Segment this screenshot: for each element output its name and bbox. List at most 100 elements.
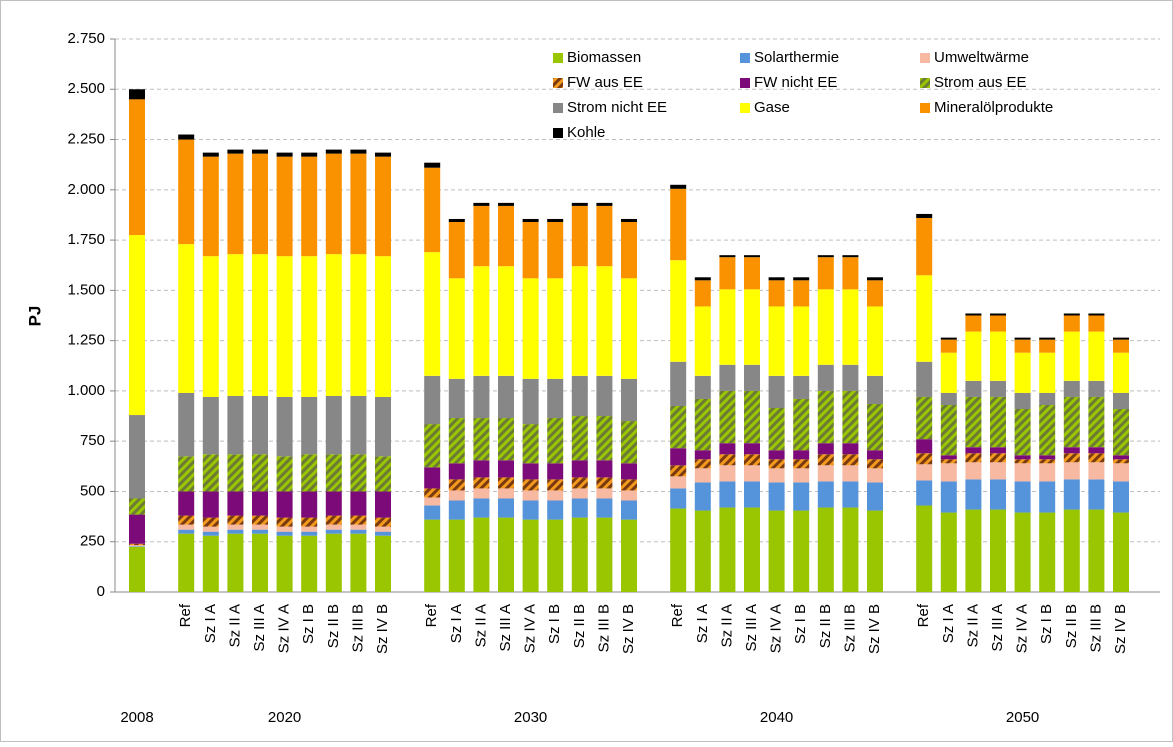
bar-segment bbox=[129, 546, 145, 547]
bar-segment bbox=[670, 476, 687, 489]
bar-segment bbox=[276, 526, 293, 532]
legend-label: Umweltwärme bbox=[934, 49, 1029, 66]
bar-segment bbox=[571, 416, 588, 461]
bar-segment bbox=[448, 490, 465, 501]
bar-segment bbox=[202, 535, 219, 592]
bar-segment bbox=[990, 509, 1006, 592]
bar-segment bbox=[571, 205, 588, 267]
bar-segment bbox=[694, 510, 711, 592]
bar-segment bbox=[547, 519, 564, 592]
bar-segment bbox=[842, 454, 859, 466]
bar-segment bbox=[940, 463, 957, 482]
legend-swatch bbox=[740, 103, 750, 113]
bar-segment bbox=[547, 418, 564, 464]
bar-segment bbox=[940, 339, 957, 353]
bar-segment bbox=[571, 202, 588, 206]
bar-segment bbox=[965, 462, 982, 480]
bar-segment bbox=[916, 361, 933, 397]
bar-segment bbox=[1063, 315, 1080, 332]
bar-segment bbox=[1113, 455, 1129, 460]
bar-segment bbox=[571, 498, 588, 518]
bar-segment bbox=[694, 468, 711, 483]
bar-segment bbox=[744, 507, 760, 592]
bar-segment bbox=[744, 289, 760, 365]
bar-segment bbox=[867, 450, 883, 460]
bar-segment bbox=[1039, 337, 1056, 340]
bar-segment bbox=[276, 456, 293, 492]
x-tick-label: Sz III A bbox=[743, 604, 760, 652]
bar-segment bbox=[793, 459, 810, 469]
bar-segment bbox=[1014, 337, 1031, 340]
bar-segment bbox=[301, 454, 318, 492]
bar-segment bbox=[498, 460, 514, 478]
bar-segment bbox=[301, 152, 318, 157]
x-tick-label: Sz III B bbox=[841, 604, 858, 652]
bar-segment bbox=[350, 395, 367, 455]
bar-segment bbox=[473, 205, 490, 267]
x-tick-label: Sz II A bbox=[964, 604, 981, 647]
bar-segment bbox=[965, 453, 982, 463]
legend-swatch bbox=[553, 53, 563, 63]
bar-segment bbox=[596, 517, 613, 592]
bar-segment bbox=[424, 467, 441, 489]
bar-segment bbox=[1039, 463, 1056, 482]
bar-segment bbox=[1113, 459, 1129, 464]
bar-segment bbox=[129, 543, 145, 546]
bar-segment bbox=[547, 463, 564, 480]
bar-segment bbox=[670, 188, 687, 261]
bar-segment bbox=[473, 477, 490, 489]
y-tick-label: 1.750 bbox=[67, 231, 105, 248]
bar-segment bbox=[719, 454, 736, 466]
bar-segment bbox=[940, 481, 957, 513]
bar-segment bbox=[276, 256, 293, 397]
x-tick-label: Sz IV A bbox=[768, 604, 785, 653]
bar-segment bbox=[498, 266, 514, 376]
bar-segment bbox=[768, 408, 785, 451]
bar-segment bbox=[424, 488, 441, 498]
bar-segment bbox=[990, 315, 1006, 332]
bar-segment bbox=[301, 526, 318, 532]
bar-segment bbox=[817, 465, 834, 482]
bar-segment bbox=[719, 257, 736, 290]
bar-segment bbox=[202, 517, 219, 527]
bar-segment bbox=[744, 255, 760, 258]
bar-segment bbox=[276, 517, 293, 527]
bar-segment bbox=[793, 482, 810, 511]
bar-segment bbox=[301, 535, 318, 592]
bar-segment bbox=[719, 390, 736, 444]
bar-segment bbox=[596, 375, 613, 417]
bar-segment bbox=[498, 488, 514, 499]
bar-segment bbox=[1039, 352, 1056, 393]
x-tick-label: Sz III A bbox=[251, 604, 268, 652]
bar-segment bbox=[768, 450, 785, 460]
bar-segment bbox=[129, 545, 145, 547]
bar-segment bbox=[842, 255, 859, 258]
bar-segment bbox=[202, 531, 219, 536]
bar-segment bbox=[375, 531, 391, 536]
bar-segment bbox=[694, 398, 711, 451]
bar-segment bbox=[522, 463, 539, 480]
x-tick-label: Sz II B bbox=[817, 604, 834, 648]
bar-segment bbox=[940, 512, 957, 592]
bar-segment bbox=[227, 533, 244, 592]
bar-segment bbox=[547, 218, 564, 222]
bar-segment bbox=[424, 167, 441, 253]
x-tick-label: Sz I A bbox=[448, 604, 465, 643]
bar-segment bbox=[252, 491, 268, 516]
bar-segment bbox=[965, 313, 982, 316]
bar-segment bbox=[473, 375, 490, 419]
bar-segment bbox=[325, 533, 342, 592]
bar-segment bbox=[965, 396, 982, 448]
bar-segment bbox=[301, 256, 318, 397]
x-tick-label: Sz IV B bbox=[620, 604, 637, 654]
bar-segment bbox=[940, 337, 957, 340]
bar-segment bbox=[621, 519, 637, 592]
bar-segment bbox=[744, 454, 760, 466]
bar-segment bbox=[817, 257, 834, 290]
bar-segment bbox=[719, 255, 736, 258]
legend-swatch bbox=[920, 78, 930, 88]
legend-label: FW nicht EE bbox=[754, 74, 837, 91]
bar-segment bbox=[1063, 509, 1080, 592]
bar-segment bbox=[670, 488, 687, 509]
